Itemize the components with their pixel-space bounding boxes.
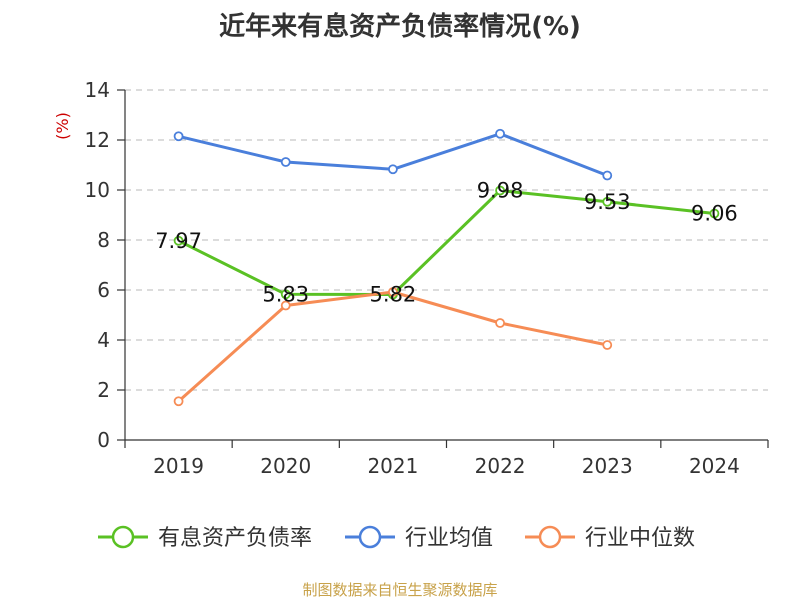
legend-swatch-marker	[111, 525, 135, 549]
data-label: 7.97	[155, 229, 202, 253]
y-tick-label: 6	[97, 278, 110, 302]
data-label: 5.83	[262, 282, 309, 306]
series-lines	[173, 128, 720, 407]
y-tick-label: 4	[97, 328, 110, 352]
legend: 有息资产负债率 行业均值 行业中位数	[98, 525, 695, 551]
y-tick-label: 12	[85, 128, 110, 152]
legend-swatch-marker	[538, 525, 562, 549]
legend-item-2: 行业均值	[345, 525, 493, 551]
legend-label: 有息资产负债率	[158, 526, 312, 551]
x-tick-label: 2024	[689, 454, 740, 478]
series-1-point	[280, 289, 291, 300]
legend-swatch-marker	[358, 525, 382, 549]
data-label: 9.06	[691, 202, 738, 226]
series-2-point	[495, 128, 505, 139]
data-labels: 7.97 5.83 5.82 9.98 9.53 9.06	[155, 179, 738, 307]
grid-lines	[125, 89, 768, 391]
series-line-3	[177, 290, 609, 403]
series-1-point	[602, 196, 613, 207]
chart-title: 近年来有息资产负债率情况(%)	[219, 11, 581, 42]
data-label: 9.98	[477, 179, 524, 203]
y-axis-unit-label: (%)	[53, 112, 72, 140]
y-tick-label: 14	[85, 78, 110, 102]
legend-label: 行业中位数	[585, 526, 695, 551]
series-2-point	[602, 170, 613, 181]
y-tick-label: 0	[97, 428, 110, 452]
series-3-point	[388, 287, 398, 297]
source-note: 制图数据来自恒生聚源数据库	[302, 581, 497, 599]
series-2-point	[173, 131, 184, 142]
series-3-point	[173, 396, 184, 407]
x-tick-label: 2022	[475, 454, 526, 478]
series-1-point	[709, 208, 720, 219]
x-tick-label: 2023	[582, 454, 633, 478]
axes: 0 2 4 6 8 10 12 14 2019 2020 2021 2022 2023 2024	[85, 78, 769, 478]
series-1-point	[173, 235, 184, 246]
series-1-point	[495, 185, 505, 196]
y-tick-label: 2	[97, 378, 110, 402]
data-label: 9.53	[584, 190, 631, 214]
x-tick-label: 2020	[260, 454, 311, 478]
y-tick-label: 8	[97, 228, 110, 252]
series-2-point	[280, 157, 291, 167]
legend-item-1: 有息资产负债率	[98, 525, 312, 551]
x-tick-label: 2019	[153, 454, 204, 478]
series-3-point	[495, 318, 505, 328]
data-label: 5.82	[370, 283, 417, 307]
x-tick-label: 2021	[367, 454, 418, 478]
series-line-1	[177, 189, 716, 296]
series-3-point	[280, 300, 291, 311]
series-3-point	[602, 340, 613, 350]
legend-label: 行业均值	[405, 526, 493, 551]
y-tick-label: 10	[85, 178, 110, 202]
legend-item-3: 行业中位数	[525, 525, 695, 551]
series-2-point	[388, 164, 398, 175]
